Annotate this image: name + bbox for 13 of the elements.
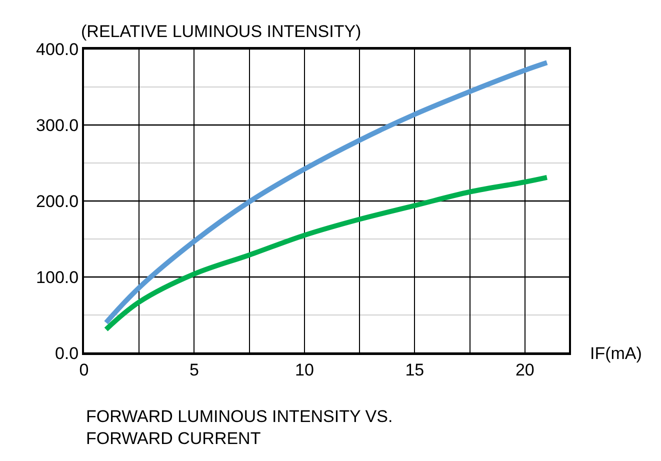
x-tick-label: 0 [79,360,89,380]
y-tick-label: 100.0 [36,268,79,287]
y-tick-label: 0.0 [54,344,79,363]
x-tick-label: 5 [189,360,199,380]
text: FORWARD LUMINOUS INTENSITY VS. FORWARD CURRENT [86,407,393,448]
x-axis-title: IF(mA) [590,344,642,363]
x-tick-label: 15 [405,360,424,380]
y-tick-label: 200.0 [36,192,79,211]
y-axis-title: (RELATIVE LUMINOUS INTENSITY) [81,22,362,41]
x-tick-label: 20 [515,360,534,380]
y-tick-label: 300.0 [36,116,79,135]
y-tick-label: 400.0 [36,40,79,59]
x-tick-label: 10 [294,360,314,380]
